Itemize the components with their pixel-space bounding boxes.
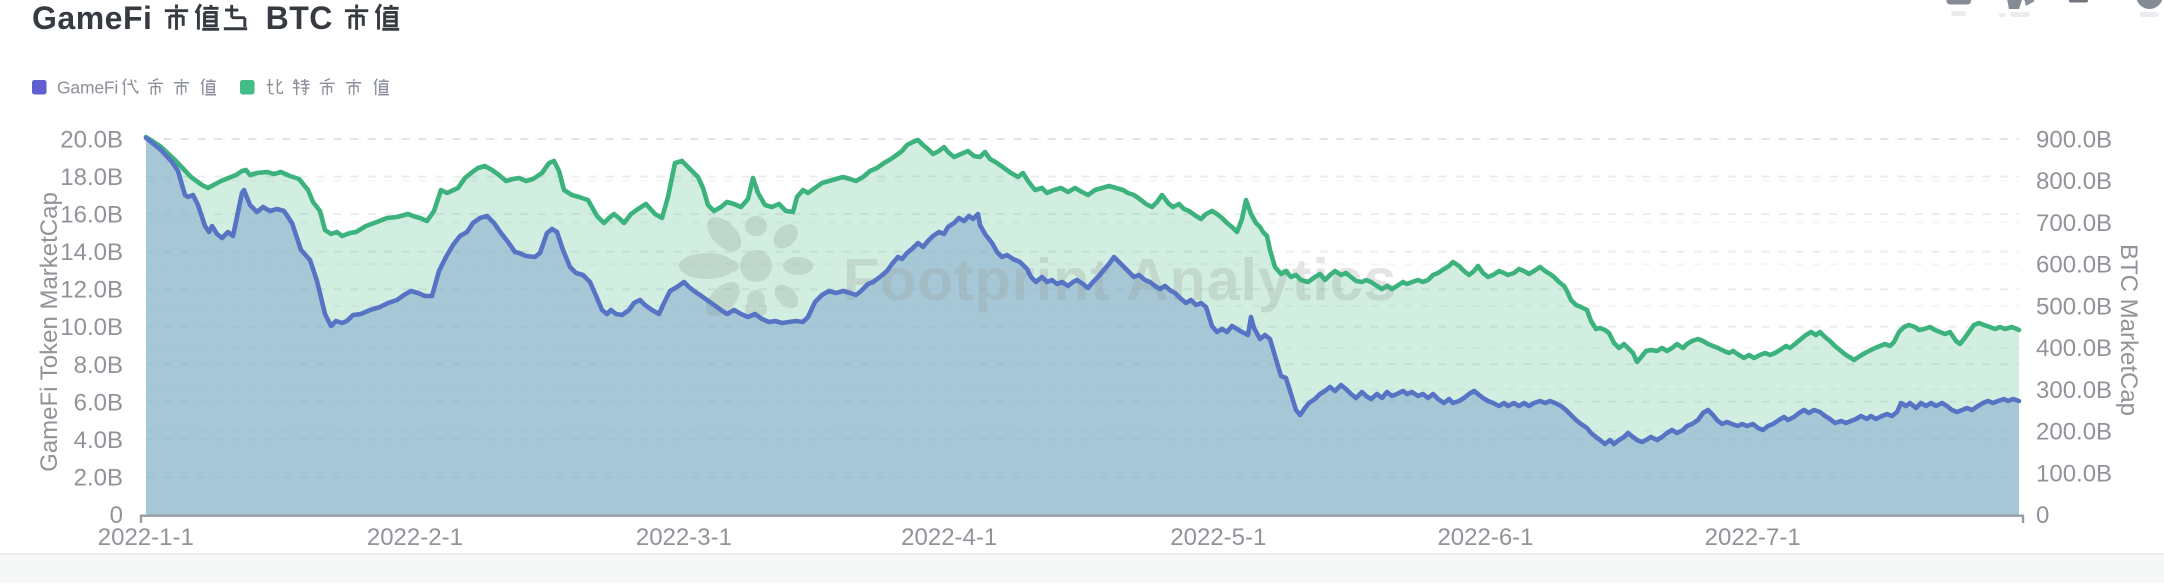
- svg-text:GameFi Token MarketCap: GameFi Token MarketCap: [36, 192, 63, 472]
- svg-text:400.0B: 400.0B: [2036, 335, 2112, 362]
- svg-text:2022-4-1: 2022-4-1: [901, 524, 997, 551]
- svg-text:18.0B: 18.0B: [60, 164, 123, 191]
- svg-text:900.0B: 900.0B: [2036, 127, 2112, 154]
- svg-text:2.0B: 2.0B: [74, 464, 123, 491]
- svg-text:2022-2-1: 2022-2-1: [367, 524, 463, 551]
- svg-text:0: 0: [110, 502, 123, 529]
- svg-text:2022-3-1: 2022-3-1: [636, 524, 732, 551]
- svg-text:16.0B: 16.0B: [60, 202, 123, 229]
- svg-text:700.0B: 700.0B: [2036, 210, 2112, 237]
- svg-text:BTC: BTC: [266, 0, 333, 36]
- svg-text:2022-5-1: 2022-5-1: [1170, 524, 1266, 551]
- svg-text:BTC MarketCap: BTC MarketCap: [2115, 244, 2142, 416]
- svg-text:6.0B: 6.0B: [74, 389, 123, 416]
- svg-text:4.0B: 4.0B: [74, 427, 123, 454]
- svg-text:2022-1-1: 2022-1-1: [98, 524, 194, 551]
- svg-text:20.0B: 20.0B: [60, 127, 123, 154]
- svg-text:GameFi: GameFi: [32, 0, 152, 36]
- svg-text:0: 0: [2036, 502, 2049, 529]
- svg-text:2022-6-1: 2022-6-1: [1437, 524, 1533, 551]
- svg-text:8.0B: 8.0B: [74, 352, 123, 379]
- svg-text:GameFi: GameFi: [57, 78, 118, 98]
- svg-text:12.0B: 12.0B: [60, 277, 123, 304]
- svg-text:200.0B: 200.0B: [2036, 419, 2112, 446]
- svg-text:100.0B: 100.0B: [2036, 460, 2112, 487]
- svg-text:2022-7-1: 2022-7-1: [1705, 524, 1801, 551]
- svg-text:14.0B: 14.0B: [60, 239, 123, 266]
- svg-text:500.0B: 500.0B: [2036, 293, 2112, 320]
- svg-text:300.0B: 300.0B: [2036, 377, 2112, 404]
- svg-text:10.0B: 10.0B: [60, 314, 123, 341]
- svg-text:800.0B: 800.0B: [2036, 168, 2112, 195]
- svg-text:600.0B: 600.0B: [2036, 252, 2112, 279]
